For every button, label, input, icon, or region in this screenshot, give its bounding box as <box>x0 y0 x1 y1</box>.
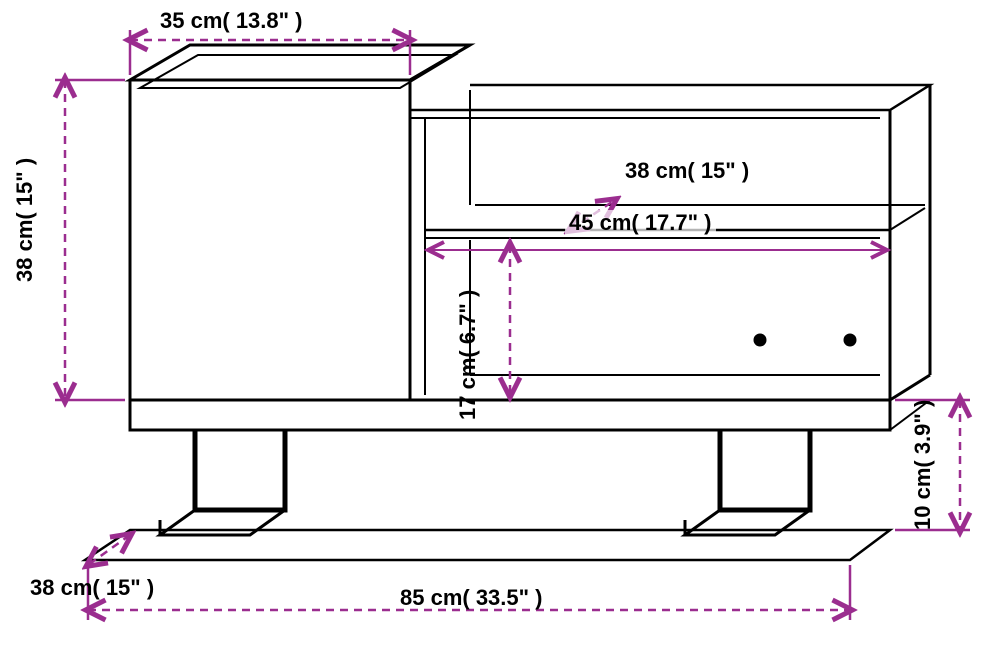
label-shelf-width: 45 cm( 17.7" ) <box>565 210 716 236</box>
label-left-height-text: 38 cm( 15" ) <box>12 158 37 282</box>
label-top-width: 35 cm( 13.8" ) <box>160 8 303 34</box>
label-depth: 38 cm( 15" ) <box>30 575 154 601</box>
label-leg-height: 10 cm( 3.9" ) <box>910 360 936 570</box>
diagram-canvas <box>0 0 1003 655</box>
furniture-outline <box>85 45 930 560</box>
label-left-height: 38 cm( 15" ) <box>12 100 38 340</box>
label-shelf-depth: 38 cm( 15" ) <box>625 158 749 184</box>
label-inner-height: 17 cm( 6.7" ) <box>455 245 481 465</box>
label-leg-height-text: 10 cm( 3.9" ) <box>910 400 935 530</box>
label-total-width: 85 cm( 33.5" ) <box>400 585 543 611</box>
label-inner-height-text: 17 cm( 6.7" ) <box>455 290 480 420</box>
